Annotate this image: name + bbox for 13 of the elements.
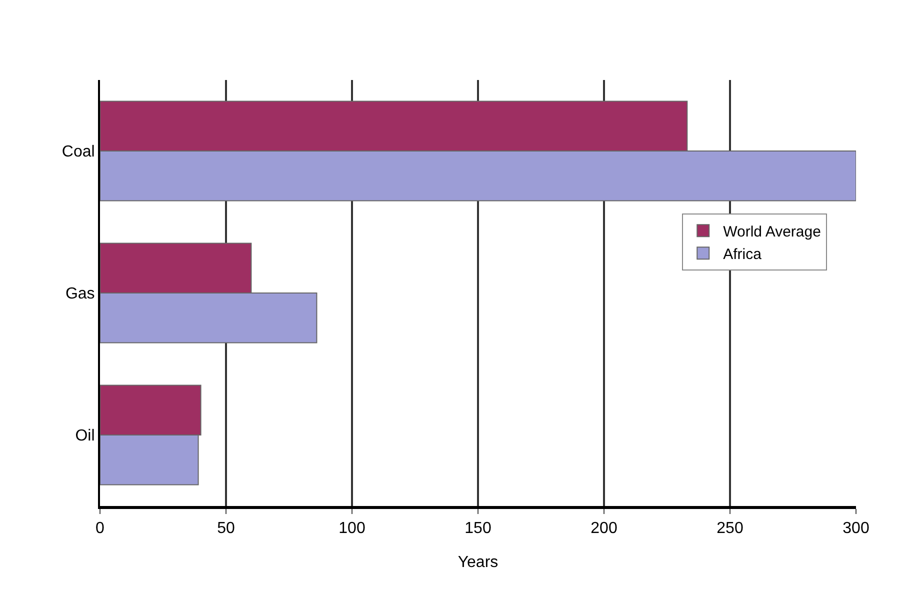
x-tick-label: 0 xyxy=(96,520,105,538)
x-tick-label: 150 xyxy=(464,520,492,538)
x-tick-label: 300 xyxy=(842,520,870,538)
y-tick-label: Gas xyxy=(65,286,95,303)
legend-label: Africa xyxy=(723,246,762,263)
x-tick-label: 250 xyxy=(716,520,744,538)
x-tick-label: 100 xyxy=(338,520,366,538)
x-tick-label: 50 xyxy=(217,520,235,538)
y-tick-label: Coal xyxy=(62,144,95,161)
x-axis-title: Years xyxy=(458,554,498,571)
legend-label: World Average xyxy=(723,223,821,240)
x-tick-label: 200 xyxy=(590,520,618,538)
y-tick-label: Oil xyxy=(75,428,95,445)
